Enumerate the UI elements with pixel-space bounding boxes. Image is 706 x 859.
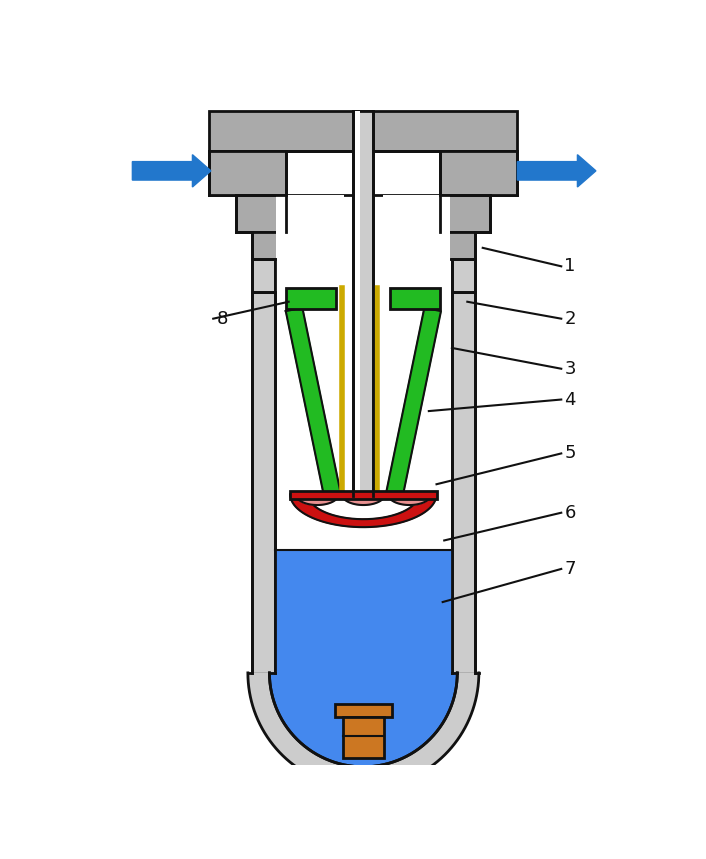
Text: 3: 3: [564, 360, 576, 378]
Bar: [441, 233, 475, 259]
Bar: [210, 151, 517, 196]
Polygon shape: [290, 494, 436, 527]
Bar: [452, 259, 475, 292]
Polygon shape: [286, 308, 341, 497]
Bar: [441, 151, 517, 196]
Bar: [441, 196, 491, 233]
Bar: [276, 196, 344, 292]
Text: 2: 2: [564, 310, 576, 327]
Polygon shape: [270, 673, 457, 767]
Bar: [252, 292, 275, 673]
Bar: [252, 233, 287, 259]
Text: 4: 4: [564, 391, 576, 409]
Text: 5: 5: [564, 444, 576, 462]
Bar: [335, 704, 392, 716]
FancyArrow shape: [132, 155, 211, 187]
Bar: [275, 292, 452, 673]
Polygon shape: [386, 308, 441, 497]
FancyArrow shape: [517, 155, 596, 187]
Bar: [210, 151, 287, 196]
Text: 8: 8: [216, 310, 227, 327]
Bar: [290, 491, 436, 499]
Polygon shape: [248, 673, 479, 789]
Text: 1: 1: [564, 258, 575, 276]
Bar: [210, 111, 517, 151]
Bar: [342, 716, 384, 758]
Text: 6: 6: [564, 503, 575, 521]
Polygon shape: [296, 494, 339, 505]
Bar: [452, 292, 475, 673]
Bar: [237, 196, 287, 233]
Bar: [287, 288, 337, 309]
Bar: [383, 196, 450, 292]
Polygon shape: [388, 494, 431, 505]
Text: 7: 7: [564, 560, 576, 578]
Bar: [354, 111, 373, 496]
Polygon shape: [270, 673, 457, 767]
Bar: [275, 550, 452, 673]
Polygon shape: [308, 494, 419, 519]
Bar: [390, 288, 441, 309]
Bar: [252, 259, 275, 292]
Polygon shape: [342, 494, 385, 505]
Bar: [355, 111, 359, 496]
